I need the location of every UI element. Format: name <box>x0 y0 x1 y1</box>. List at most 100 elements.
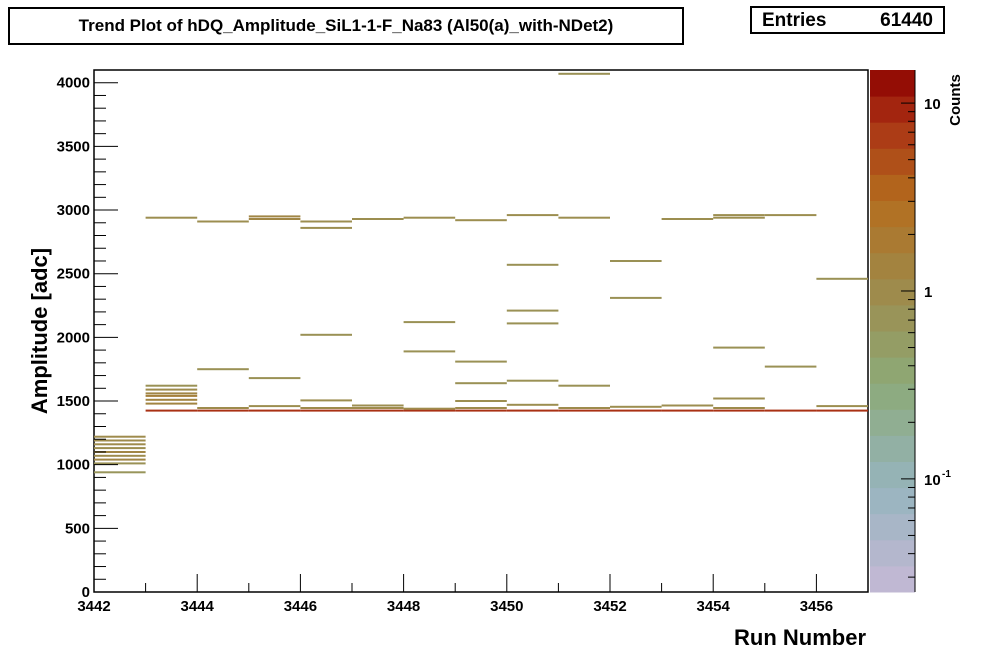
heatmap-bin <box>94 458 146 461</box>
heatmap-bin <box>713 409 765 412</box>
colorbar-swatch <box>870 513 915 541</box>
heatmap-bin <box>403 321 456 324</box>
entries-value: 61440 <box>880 10 933 31</box>
colorbar-swatch <box>870 226 915 254</box>
heatmap-bin <box>506 379 559 382</box>
heatmap-bin <box>197 407 249 409</box>
heatmap-bin <box>610 296 662 299</box>
heatmap-bin <box>248 215 301 218</box>
heatmap-bin <box>94 471 146 474</box>
heatmap-bin <box>661 218 714 220</box>
x-tick-label: 3454 <box>697 598 731 615</box>
heatmap-bin <box>558 407 610 409</box>
y-tick-label: 4000 <box>57 75 90 92</box>
heatmap-bin <box>713 346 765 349</box>
colorbar-swatch <box>870 252 915 280</box>
heatmap-bin <box>197 409 249 412</box>
chart-title: Trend Plot of hDQ_Amplitude_SiL1-1-F_Na8… <box>8 7 684 45</box>
colorbar-swatch <box>870 304 915 332</box>
y-tick-label: 1000 <box>57 457 90 474</box>
heatmap-bin <box>506 322 559 325</box>
heatmap-bin <box>816 405 868 408</box>
heatmap-bin <box>94 447 146 450</box>
heatmap-bin <box>94 443 146 446</box>
heatmap-bin <box>558 409 610 412</box>
heatmap-bin <box>248 218 301 220</box>
heatmap-bin <box>248 377 301 380</box>
heatmap-bin <box>816 277 868 280</box>
heatmap-bin <box>455 382 507 385</box>
x-tick-label: 3450 <box>490 598 523 615</box>
heatmap-bin <box>506 403 559 406</box>
heatmap-bin <box>713 407 765 409</box>
y-tick-label: 2000 <box>57 329 90 346</box>
heatmap-bin <box>94 451 146 453</box>
heatmap-bin <box>352 404 404 407</box>
colorbar-tick-label: 10 <box>924 472 941 489</box>
x-axis-ticks: 3442 3444 3446 3448 3450 3452 3454 3456 <box>77 574 869 615</box>
stats-box: Entries 61440 <box>750 6 945 34</box>
heatmap-bin <box>145 409 198 412</box>
heatmap-bin <box>610 405 662 408</box>
x-tick-label: 3452 <box>593 598 626 615</box>
heatmap-bin <box>94 439 146 442</box>
heatmap-bin <box>197 220 249 223</box>
heatmap-bin <box>300 409 352 412</box>
colorbar-swatch <box>870 331 915 358</box>
colorbar-tick-label: 1 <box>924 284 932 301</box>
heatmap-bin <box>558 72 610 75</box>
heatmap-bin <box>764 214 817 217</box>
y-tick-label: 1500 <box>57 393 90 410</box>
heatmap-bin <box>610 409 662 412</box>
y-axis-ticks: 0 500 1000 1500 2000 2500 3000 3500 4000 <box>57 69 118 601</box>
x-tick-label: 3444 <box>181 598 215 615</box>
heatmap-bin <box>764 365 817 368</box>
colorbar-swatch <box>870 278 915 306</box>
colorbar-swatch <box>870 122 915 149</box>
heatmap-bin <box>713 397 765 400</box>
heatmap-bin <box>455 219 507 222</box>
heatmap-bin <box>610 260 662 262</box>
heatmap-bin <box>455 400 507 402</box>
colorbar-swatch <box>870 383 915 410</box>
x-tick-label: 3442 <box>77 598 110 615</box>
heatmap-bin <box>403 409 456 412</box>
colorbar-swatch <box>870 200 915 228</box>
heatmap-bin <box>713 216 765 219</box>
colorbar-swatch <box>870 148 915 175</box>
heatmap-bin <box>506 309 559 312</box>
colorbar-tick-exponent: -1 <box>942 469 951 480</box>
heatmap-bin <box>145 394 198 397</box>
colorbar-swatch <box>870 565 915 593</box>
heatmap-bin <box>352 218 404 220</box>
heatmap-bin <box>558 384 610 387</box>
plot-frame <box>93 69 869 593</box>
x-tick-label: 3446 <box>284 598 317 615</box>
heatmap-bin <box>300 333 352 336</box>
heatmap-bin <box>713 214 765 217</box>
heatmap-bin <box>403 216 456 219</box>
heatmap-bin <box>403 350 456 353</box>
y-tick-label: 2500 <box>57 266 90 283</box>
colorbar-label: Counts <box>947 74 964 126</box>
heatmap-bin <box>145 398 198 401</box>
heatmap-bin <box>506 409 559 412</box>
heatmap-bin <box>94 462 146 465</box>
colorbar-swatch <box>870 461 915 489</box>
colorbar-swatch <box>870 435 915 462</box>
heatmap-bin <box>455 409 507 412</box>
colorbar-swatch <box>870 70 915 97</box>
colorbar-swatch <box>870 487 915 515</box>
heatmap-bin <box>816 409 868 412</box>
colorbar-swatch <box>870 409 915 436</box>
colorbar-swatch <box>870 96 915 123</box>
colorbar-swatch <box>870 539 915 567</box>
y-tick-label: 3500 <box>57 138 90 155</box>
heatmap-bin <box>300 220 352 223</box>
heatmap-bin <box>661 404 714 407</box>
heatmap-bin <box>455 407 507 409</box>
heatmap-bin <box>145 402 198 405</box>
y-axis-title: Amplitude [adc] <box>27 248 52 414</box>
heatmap-bin <box>352 409 404 412</box>
